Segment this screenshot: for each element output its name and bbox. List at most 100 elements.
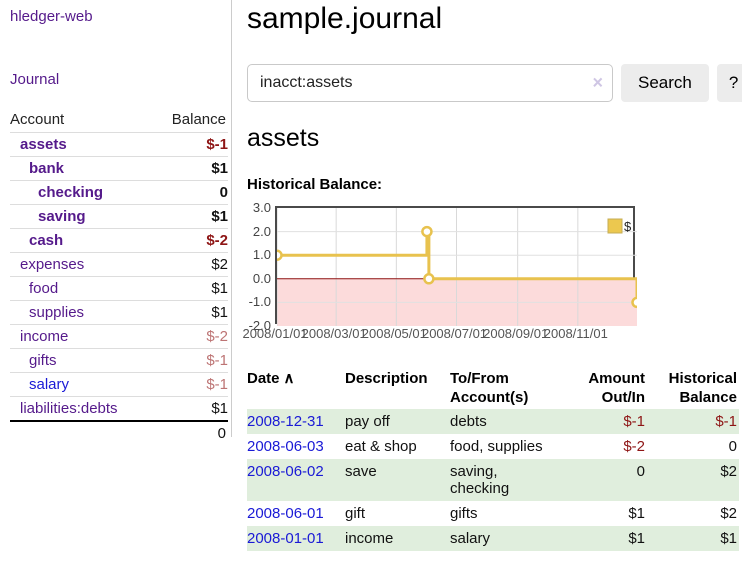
transaction-description: income [345, 526, 450, 551]
account-row: gifts $-1 [10, 348, 228, 373]
register-col-date[interactable]: Date ∧ [247, 370, 295, 387]
app-title: hledger-web [10, 8, 231, 25]
transaction-amount: $1 [628, 505, 645, 522]
account-link[interactable]: saving [38, 208, 86, 225]
transaction-accounts: saving, checking [450, 459, 580, 501]
account-link[interactable]: income [20, 328, 69, 345]
account-balance: $1 [211, 160, 228, 177]
transaction-amount: 0 [580, 459, 647, 501]
account-row: cash $-2 [10, 228, 228, 253]
chart-x-tick: 2008/11/01 [543, 326, 608, 341]
chart-legend: $ [607, 218, 632, 234]
chart-heading: Historical Balance: [247, 176, 383, 193]
account-row: food $1 [10, 276, 228, 301]
accounts-header-row: Account Balance [10, 108, 228, 133]
app-title-link[interactable]: hledger-web [10, 8, 93, 25]
chart-y-tick: 0.0 [252, 270, 271, 286]
transaction-balance: $-1 [647, 409, 739, 434]
transaction-accounts: debts [450, 409, 580, 434]
transaction-date-link[interactable]: 2008-06-03 [247, 438, 324, 455]
accounts-col-balance: Balance [171, 111, 226, 128]
transaction-date-link[interactable]: 2008-06-01 [247, 505, 324, 522]
account-row: salary $-1 [10, 372, 228, 397]
account-link[interactable]: gifts [29, 352, 57, 369]
sidebar: hledger-web Journal Account Balance asse… [0, 0, 232, 445]
accounts-table: Account Balance assets $-1 bank $1 checking 0… [10, 108, 228, 445]
register-row: 2008-06-01 gift gifts $1 $2 [247, 501, 739, 526]
transaction-balance: 0 [728, 438, 737, 455]
app-layout: hledger-web Journal Account Balance asse… [0, 0, 742, 551]
register-col-amount: Amount Out/In [588, 370, 645, 406]
account-link[interactable]: cash [29, 232, 64, 249]
chart-y-tick: -2.0 [248, 318, 271, 333]
account-balance: $-1 [206, 352, 228, 369]
account-link[interactable]: salary [29, 376, 70, 393]
chart-plot-area: $ [275, 206, 637, 326]
transaction-amount: $-1 [580, 409, 647, 434]
search-input[interactable] [247, 64, 613, 102]
account-link[interactable]: supplies [29, 304, 85, 321]
clear-search-icon[interactable]: × [592, 72, 603, 93]
search-button[interactable]: Search [621, 64, 709, 102]
transaction-description: pay off [345, 409, 450, 434]
accounts-total-balance: 0 [153, 420, 228, 445]
chart-x-tick: 2008/07/01 [421, 326, 488, 341]
svg-text:$: $ [624, 219, 632, 234]
account-balance: $-1 [206, 376, 228, 393]
chart-x-tick: 2008/09/01 [483, 326, 549, 341]
account-balance: $1 [211, 280, 228, 297]
register-row: 2008-06-02 save saving, checking 0 $2 [247, 459, 739, 501]
historical-balance-chart: 3.0 2.0 1.0 0.0 -1.0 -2.0 $ 2008/01/01 2008/03… [242, 201, 667, 344]
transaction-date-link[interactable]: 2008-06-02 [247, 463, 324, 480]
account-balance: $1 [211, 400, 228, 417]
transaction-accounts: gifts [450, 505, 478, 522]
transaction-date-link[interactable]: 2008-01-01 [247, 530, 324, 547]
register-col-tofrom: To/From Account(s) [450, 370, 529, 406]
accounts-col-account: Account [10, 111, 65, 128]
account-row: expenses $2 [10, 252, 228, 277]
account-balance: $2 [211, 256, 228, 273]
sidebar-item-journal[interactable]: Journal [10, 71, 60, 88]
register-table: Date ∧ Description To/From Account(s) Amount O… [247, 367, 739, 551]
transaction-description: gift [345, 505, 366, 522]
sort-asc-icon: ∧ [283, 370, 295, 387]
register-row: 2008-12-31 pay off debts $-1 $-1 [247, 409, 739, 434]
search-field-wrap: × [247, 64, 613, 102]
account-balance: 0 [219, 184, 228, 201]
account-link[interactable]: liabilities:debts [20, 400, 118, 417]
account-row: liabilities:debts $1 [10, 396, 228, 422]
transaction-description: eat & shop [345, 438, 417, 455]
search-form: × Search ? [247, 64, 742, 102]
account-balance: $1 [211, 208, 228, 225]
chart-x-axis: 2008/01/01 2008/03/01 2008/05/01 2008/07/01… [242, 326, 667, 344]
account-link[interactable]: expenses [20, 256, 85, 273]
account-link[interactable]: assets [20, 136, 67, 153]
account-link[interactable]: checking [38, 184, 104, 201]
register-row: 2008-06-03 eat & shop food, supplies $-2 0 [247, 434, 739, 459]
chart-x-tick: 2008/01/01 [242, 326, 308, 341]
account-row: saving $1 [10, 204, 228, 229]
account-link[interactable]: bank [29, 160, 65, 177]
account-link[interactable]: food [29, 280, 59, 297]
register-col-historical: Historical Balance [668, 370, 737, 406]
transaction-date-link[interactable]: 2008-12-31 [247, 413, 324, 430]
accounts-total-row: 0 [10, 420, 228, 445]
chart-y-tick: 2.0 [252, 223, 271, 239]
chart-y-tick: 3.0 [252, 200, 271, 215]
main-content: sample.journal × Search ? assets Histori… [232, 0, 742, 551]
transaction-balance: $1 [647, 526, 739, 551]
chart-svg: $ [277, 208, 637, 326]
sidebar-nav: Journal [10, 71, 231, 88]
transaction-amount: $1 [580, 526, 647, 551]
help-button[interactable]: ? [716, 64, 742, 102]
account-balance: $-2 [206, 328, 228, 345]
transaction-description: save [345, 459, 450, 501]
account-row: bank $1 [10, 156, 228, 181]
transaction-amount: $-2 [623, 438, 645, 455]
register-row: 2008-01-01 income salary $1 $1 [247, 526, 739, 551]
account-balance: $-2 [206, 232, 228, 249]
transaction-balance: $2 [720, 505, 737, 522]
chart-x-tick: 2008/05/01 [361, 326, 427, 341]
page-title: sample.journal [247, 2, 443, 35]
transaction-accounts: salary [450, 526, 580, 551]
